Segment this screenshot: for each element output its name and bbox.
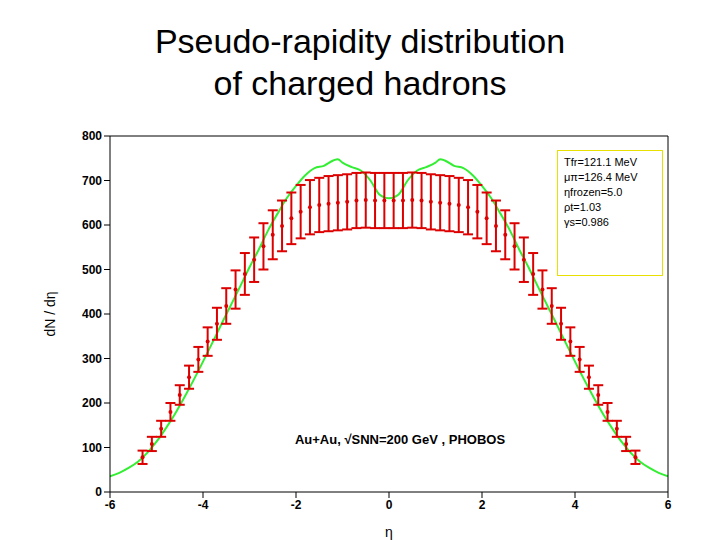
svg-text:η: η (385, 524, 393, 540)
html-text:Pseudo-rapidity distribution o: Pseudo-rapidity distribution of charged … (154, 22, 565, 102)
svg-text:4: 4 (572, 498, 579, 512)
svg-text:500: 500 (82, 263, 102, 277)
svg-text:800: 800 (82, 129, 102, 143)
svg-text:600: 600 (82, 218, 102, 232)
svg-text:400: 400 (82, 307, 102, 321)
svg-text:-4: -4 (198, 498, 209, 512)
svg-text:700: 700 (82, 174, 102, 188)
svg-text:dN / dη: dN / dη (42, 291, 58, 336)
html-text:ρt=1.03: ρt=1.03 (564, 201, 602, 213)
svg-text:200: 200 (82, 396, 102, 410)
svg-text:2: 2 (479, 498, 486, 512)
svg-text:0: 0 (95, 485, 102, 499)
html-text:ηfrozen=5.0: ηfrozen=5.0 (564, 186, 623, 198)
svg-text:0: 0 (386, 498, 393, 512)
svg-text:-6: -6 (105, 498, 116, 512)
html-text:Tfr=121.1 MeV: Tfr=121.1 MeV (564, 156, 638, 168)
svg-text:6: 6 (665, 498, 672, 512)
html-text:γs=0.986: γs=0.986 (564, 216, 609, 228)
html-text:μπ=126.4 MeV: μπ=126.4 MeV (564, 171, 638, 183)
svg-text:100: 100 (82, 441, 102, 455)
html-text:Au+Au, √SNN=200 GeV , PHOBOS: Au+Au, √SNN=200 GeV , PHOBOS (294, 432, 506, 447)
svg-text:-2: -2 (291, 498, 302, 512)
svg-text:300: 300 (82, 352, 102, 366)
